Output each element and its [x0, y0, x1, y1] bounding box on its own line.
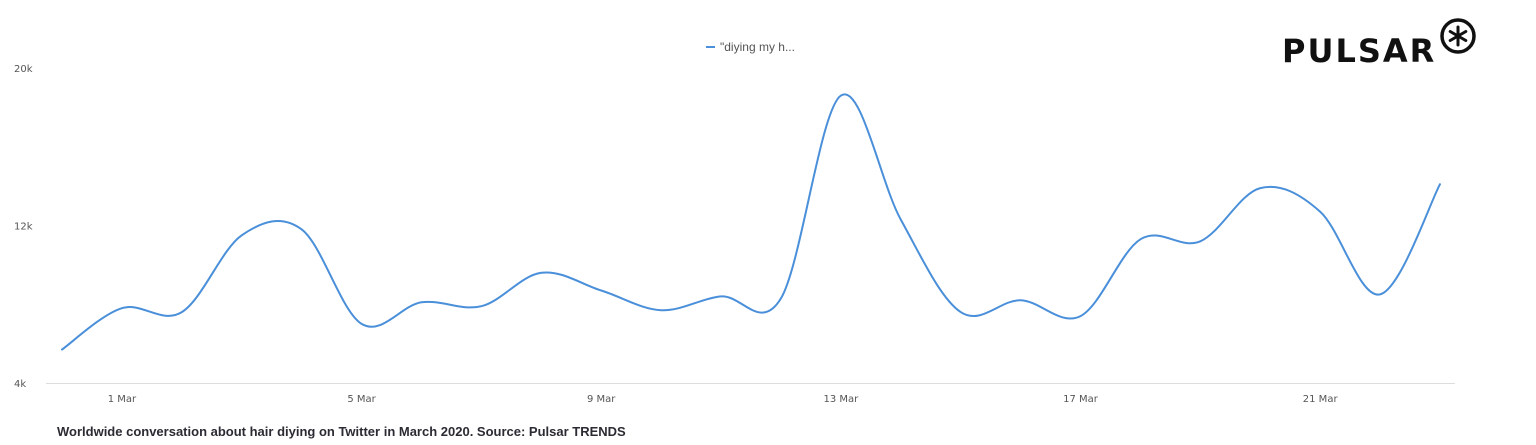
x-tick-label: 5 Mar	[347, 394, 376, 405]
x-tick-label: 17 Mar	[1063, 394, 1099, 405]
data-point[interactable]	[178, 308, 186, 316]
chart-legend[interactable]: "diying my h...	[706, 40, 795, 54]
series-line[interactable]	[61, 93, 1441, 351]
legend-label: "diying my h...	[720, 40, 795, 54]
data-point[interactable]	[1196, 237, 1204, 245]
x-axis-labels: 1 Mar 5 Mar 9 Mar 13 Mar 17 Mar 21 Mar	[108, 394, 1339, 405]
series-group	[61, 93, 1441, 351]
x-tick-label: 1 Mar	[108, 394, 137, 405]
data-point[interactable]	[418, 298, 426, 306]
data-point[interactable]	[1316, 208, 1324, 216]
y-tick-label: 4k	[14, 379, 26, 390]
x-tick-label: 13 Mar	[823, 394, 859, 405]
data-point[interactable]	[1256, 184, 1264, 192]
brand-wordmark: PULSAR	[1282, 32, 1437, 70]
data-point[interactable]	[777, 294, 785, 302]
legend-swatch	[706, 46, 715, 48]
data-point[interactable]	[1136, 235, 1144, 243]
data-point[interactable]	[837, 92, 845, 100]
data-point[interactable]	[1077, 312, 1085, 320]
pulsar-logo: PULSAR	[1282, 16, 1478, 68]
y-axis-labels: 4k 12k 20k	[14, 64, 33, 390]
y-tick-label: 12k	[14, 222, 33, 233]
data-point[interactable]	[897, 216, 905, 224]
chart-caption: Worldwide conversation about hair diying…	[57, 424, 626, 439]
data-point[interactable]	[1017, 296, 1025, 304]
data-point[interactable]	[298, 225, 306, 233]
data-point[interactable]	[957, 308, 965, 316]
asterisk-circle-icon	[1440, 18, 1477, 54]
data-point[interactable]	[1376, 290, 1384, 298]
data-point[interactable]	[238, 231, 246, 239]
x-tick-label: 21 Mar	[1303, 394, 1339, 405]
data-point[interactable]	[477, 302, 485, 310]
data-point[interactable]	[597, 287, 605, 295]
data-point[interactable]	[358, 320, 366, 328]
data-point[interactable]	[537, 269, 545, 277]
data-point[interactable]	[717, 292, 725, 300]
x-tick-label: 9 Mar	[587, 394, 616, 405]
data-point[interactable]	[1436, 180, 1444, 188]
y-tick-label: 20k	[14, 64, 33, 75]
data-point[interactable]	[58, 346, 66, 354]
data-point[interactable]	[118, 304, 126, 312]
data-point[interactable]	[657, 306, 665, 314]
